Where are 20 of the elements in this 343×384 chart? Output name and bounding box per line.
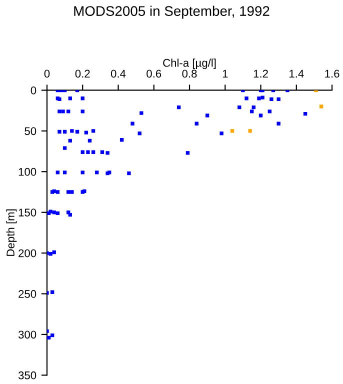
- x-tick-label: 1.2: [254, 70, 268, 78]
- y-tick-label: 50: [24, 127, 36, 136]
- y-tick-label: 100: [18, 168, 36, 176]
- y-tick-label: 250: [18, 290, 36, 298]
- y-tick-label: 200: [18, 249, 36, 258]
- x-axis-title: Chl-a [µg/l]: [163, 58, 216, 69]
- y-tick-label: 150: [18, 208, 36, 216]
- x-tick-label: 1.6: [325, 70, 340, 78]
- x-tick-label: 1.4: [290, 70, 304, 78]
- x-tick-label: 0.2: [75, 70, 90, 78]
- y-axis-title: Depth [m]: [6, 209, 17, 256]
- y-tick-label: 0: [30, 86, 36, 94]
- chart-title: MODS2005 in September, 1992: [74, 6, 270, 19]
- x-tick-label: 1: [222, 70, 228, 78]
- x-tick-label: 0.4: [110, 70, 126, 78]
- x-tick-label: 0.8: [182, 70, 197, 78]
- x-tick-label: 0: [44, 70, 50, 78]
- x-tick-label: 0.6: [146, 70, 162, 78]
- y-tick-label: 350: [18, 371, 36, 380]
- y-tick-label: 300: [18, 330, 36, 339]
